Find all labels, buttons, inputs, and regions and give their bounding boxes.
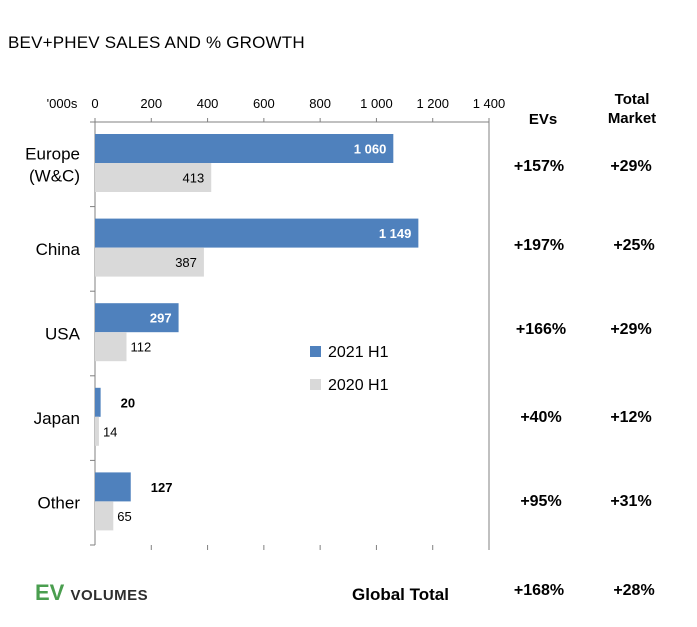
legend-label-2020-h1: 2020 H1 — [328, 377, 389, 394]
bar-2020-h1 — [95, 163, 212, 192]
x-tick-label: 400 — [197, 96, 219, 111]
total-market-column-header: Total Market — [592, 90, 672, 128]
data-label-2021-h1: 1 149 — [379, 226, 412, 241]
total-market-header-line2: Market — [607, 110, 657, 127]
category-label: USA — [45, 325, 81, 344]
x-tick-label: 1 400 — [473, 96, 506, 111]
bar-2020-h1 — [95, 416, 99, 446]
data-label-2020-h1: 387 — [175, 255, 197, 270]
market-growth-europe: +29% — [610, 158, 652, 175]
global-ev-growth: +168% — [513, 582, 565, 599]
ev-growth-usa: +166% — [515, 321, 567, 338]
x-tick-label: 600 — [253, 96, 275, 111]
category-label: China — [36, 240, 81, 259]
bar-2021-h1 — [95, 387, 101, 417]
ev-volumes-logo: EV VOLUMES — [35, 580, 148, 606]
logo-ev-text: EV — [35, 580, 65, 605]
bar-2020-h1 — [95, 501, 114, 531]
data-label-2020-h1: 14 — [103, 424, 117, 439]
legend-swatch-2020-h1 — [310, 379, 321, 390]
ev-growth-china: +197% — [513, 237, 565, 254]
category-label: Japan — [34, 409, 80, 428]
ev-growth-japan: +40% — [520, 409, 562, 426]
data-label-2020-h1: 65 — [117, 509, 131, 524]
bar-2020-h1 — [95, 247, 204, 277]
market-growth-china: +25% — [613, 237, 655, 254]
data-label-2021-h1: 20 — [121, 395, 135, 410]
bar-2021-h1 — [95, 134, 394, 163]
x-tick-label: 200 — [140, 96, 162, 111]
x-tick-label: 1 200 — [416, 96, 449, 111]
x-tick-label: 0 — [91, 96, 98, 111]
x-axis-unit-label: '000s — [47, 96, 78, 111]
logo-volumes-text: VOLUMES — [70, 587, 149, 604]
legend-label-2021-h1: 2021 H1 — [328, 344, 389, 361]
data-label-2021-h1: 127 — [151, 480, 173, 495]
market-growth-other: +31% — [610, 493, 652, 510]
data-label-2021-h1: 1 060 — [354, 142, 387, 157]
total-market-header-line1: Total — [614, 91, 650, 108]
market-growth-usa: +29% — [610, 321, 652, 338]
ev-growth-other: +95% — [520, 493, 562, 510]
data-label-2021-h1: 297 — [150, 311, 172, 326]
ev-growth-europe: +157% — [513, 158, 565, 175]
chart-title: BEV+PHEV SALES AND % GROWTH — [8, 33, 305, 52]
evs-column-header: EVs — [528, 111, 558, 128]
bar-2021-h1 — [95, 472, 131, 502]
bar-2020-h1 — [95, 332, 127, 362]
category-label: Other — [37, 494, 80, 513]
market-growth-japan: +12% — [610, 409, 652, 426]
category-label: Europe — [25, 144, 80, 163]
global-market-growth: +28% — [613, 582, 655, 599]
x-tick-label: 800 — [309, 96, 331, 111]
category-label: (W&C) — [29, 166, 80, 185]
bar-2021-h1 — [95, 218, 419, 248]
bar-2021-h1 — [95, 303, 179, 333]
data-label-2020-h1: 413 — [183, 171, 205, 186]
x-tick-label: 1 000 — [360, 96, 393, 111]
data-label-2020-h1: 112 — [131, 340, 152, 355]
legend-swatch-2021-h1 — [310, 346, 321, 357]
global-total-label: Global Total — [352, 585, 449, 604]
